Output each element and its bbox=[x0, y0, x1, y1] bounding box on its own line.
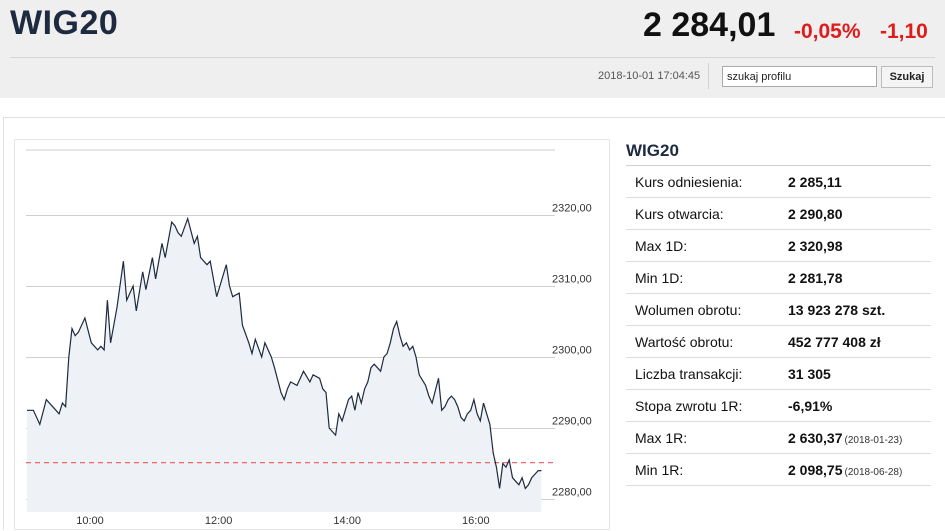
stats-value-number: 2 320,98 bbox=[788, 238, 843, 254]
stats-row: Max 1D: 2 320,98 bbox=[626, 230, 931, 262]
stats-row: Wartość obrotu: 452 777 408 zł bbox=[626, 326, 931, 358]
stats-value-number: 13 923 278 szt. bbox=[788, 302, 886, 318]
series-area bbox=[27, 218, 542, 512]
stats-row: Stopa zwrotu 1R: -6,91% bbox=[626, 390, 931, 422]
stats-label: Wartość obrotu: bbox=[635, 334, 734, 350]
quote-timestamp: 2018-10-01 17:04:45 bbox=[598, 70, 701, 82]
stats-row: Wolumen obrotu: 13 923 278 szt. bbox=[626, 294, 931, 326]
toolbar-divider bbox=[708, 63, 709, 89]
ticker-symbol: WIG20 bbox=[10, 4, 119, 42]
x-tick-label: 16:00 bbox=[462, 515, 490, 527]
stats-title: WIG20 bbox=[626, 136, 931, 166]
stats-row: Min 1R: 2 098,75 (2018-06-28) bbox=[626, 454, 931, 486]
change-percent: -0,05% bbox=[794, 20, 861, 43]
stats-label: Stopa zwrotu 1R: bbox=[635, 398, 743, 414]
stats-value: 13 923 278 szt. bbox=[788, 302, 885, 318]
intraday-chart: 2280,00 2290,00 2300,00 2310,00 2320,00 10:00… bbox=[14, 139, 610, 530]
stats-date: (2018-01-23) bbox=[844, 435, 903, 446]
x-tick-label: 14:00 bbox=[333, 515, 361, 527]
stats-label: Min 1D: bbox=[635, 270, 684, 286]
y-tick-label: 2280,00 bbox=[552, 487, 592, 499]
stats-row: Liczba transakcji: 31 305 bbox=[626, 358, 931, 390]
y-tick-label: 2320,00 bbox=[552, 203, 592, 215]
stats-row: Min 1D: 2 281,78 bbox=[626, 262, 931, 294]
chart-svg: 2280,00 2290,00 2300,00 2310,00 2320,00 10:00… bbox=[26, 149, 592, 527]
y-tick-label: 2300,00 bbox=[552, 345, 592, 357]
stats-label: Min 1R: bbox=[635, 462, 684, 478]
stats-label: Max 1R: bbox=[635, 430, 688, 446]
x-tick-label: 10:00 bbox=[76, 515, 104, 527]
stats-label: Kurs odniesienia: bbox=[635, 174, 743, 190]
y-tick-label: 2290,00 bbox=[552, 416, 592, 428]
stats-value: 2 281,78 bbox=[788, 270, 843, 286]
stats-value: 2 630,37 (2018-01-23) bbox=[788, 430, 902, 446]
stats-row: Max 1R: 2 630,37 (2018-01-23) bbox=[626, 422, 931, 454]
header-divider bbox=[10, 57, 935, 58]
stats-value: 2 320,98 bbox=[788, 238, 843, 254]
series-line bbox=[27, 216, 542, 490]
last-price: 2 284,01 bbox=[643, 6, 776, 44]
stats-row: Kurs otwarcia: 2 290,80 bbox=[626, 198, 931, 230]
stats-label: Wolumen obrotu: bbox=[635, 302, 742, 318]
stats-value: 2 285,11 bbox=[788, 174, 842, 190]
stats-value: 2 290,80 bbox=[788, 206, 843, 222]
x-tick-label: 12:00 bbox=[205, 515, 233, 527]
stats-table: WIG20 Kurs odniesienia: 2 285,11 Kurs otwa… bbox=[626, 136, 931, 486]
stats-value-number: 2 281,78 bbox=[788, 270, 843, 286]
stats-value-number: 2 630,37 bbox=[788, 430, 843, 446]
stats-value: 452 777 408 zł bbox=[788, 334, 881, 350]
stats-label: Kurs otwarcia: bbox=[635, 206, 724, 222]
stats-value-number: 452 777 408 zł bbox=[788, 334, 881, 350]
stats-value-number: 31 305 bbox=[788, 366, 831, 382]
stats-value-number: -6,91% bbox=[788, 398, 833, 414]
change-absolute: -1,10 bbox=[880, 20, 928, 43]
stats-value-number: 2 098,75 bbox=[788, 462, 843, 478]
content-panel bbox=[3, 117, 945, 530]
stats-date: (2018-06-28) bbox=[844, 467, 903, 478]
stats-row: Kurs odniesienia: 2 285,11 bbox=[626, 166, 931, 198]
stats-value-number: 2 290,80 bbox=[788, 206, 843, 222]
y-tick-label: 2310,00 bbox=[552, 274, 592, 286]
stats-value: 2 098,75 (2018-06-28) bbox=[788, 462, 902, 478]
stats-value: -6,91% bbox=[788, 398, 832, 414]
stats-label: Max 1D: bbox=[635, 238, 688, 254]
search-button[interactable]: Szukaj bbox=[881, 66, 933, 88]
stats-label: Liczba transakcji: bbox=[635, 366, 743, 382]
stats-value-number: 2 285,11 bbox=[788, 174, 842, 190]
profile-search-input[interactable] bbox=[722, 66, 877, 87]
stats-value: 31 305 bbox=[788, 366, 831, 382]
